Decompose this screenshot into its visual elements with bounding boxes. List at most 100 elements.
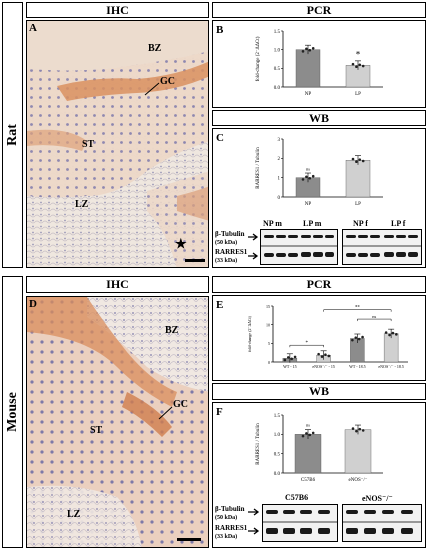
panel-label-b: B	[216, 24, 224, 36]
tubulin-label: β-Tubulin (50 kDa)	[215, 505, 245, 521]
significance-bracket	[323, 309, 392, 312]
y-tick-label: 1	[278, 176, 281, 181]
scale-bar	[185, 259, 205, 262]
y-tick-label: 0.5	[274, 67, 281, 72]
x-tick-label: eNOS⁻/⁻	[349, 478, 368, 483]
pcr-header-mouse: PCR	[212, 276, 426, 293]
label-st: ST	[90, 425, 103, 436]
data-point	[286, 356, 290, 359]
data-point	[351, 62, 355, 66]
data-point	[293, 355, 297, 359]
data-point	[355, 65, 358, 69]
y-tick-label: 1.5	[274, 30, 281, 35]
bar	[294, 434, 322, 474]
data-point	[361, 429, 365, 432]
blot-group-c57b6: C57B6	[285, 493, 309, 502]
data-point	[305, 175, 308, 179]
data-point	[301, 50, 305, 53]
data-point	[361, 159, 365, 163]
panel-label-f: F	[216, 406, 223, 418]
bar	[295, 49, 321, 88]
wb-header-rat: WB	[212, 110, 426, 126]
mouse-blot-enos	[342, 504, 422, 542]
blot-group-np-m: NP m	[263, 219, 282, 228]
blot-arrows	[248, 233, 259, 260]
y-axis-label: fold-change (2⁻ΔΔCt)	[247, 315, 252, 351]
gc-arrow	[144, 82, 160, 96]
significance-marker: ns	[372, 314, 376, 319]
significance-marker: ns	[306, 422, 310, 427]
data-point	[355, 429, 358, 433]
data-point	[391, 331, 395, 335]
significance-bracket	[289, 344, 324, 348]
label-bz: BZ	[148, 43, 162, 54]
data-point	[320, 355, 324, 358]
y-tick-label: 10	[266, 322, 270, 327]
panel-label-e: E	[216, 299, 224, 311]
y-tick-label: 0.5	[274, 452, 281, 457]
rarres1-label: RARRES1 (33 kDa)	[215, 248, 248, 264]
chart-f: 0.0 0.5 1.0 1.5 RARRES1 / Tubulin C57B6 eNOS⁻/…	[256, 414, 383, 483]
data-point	[384, 331, 388, 334]
data-point	[358, 427, 362, 431]
label-lz: LZ	[75, 199, 89, 210]
data-point	[395, 333, 398, 336]
data-point	[311, 46, 315, 50]
y-axis-label: RARRES1 / Tubulin	[256, 147, 261, 189]
significance-marker: **	[355, 306, 361, 311]
data-point	[354, 336, 358, 339]
blot-group-lp-f: LP f	[391, 219, 406, 228]
data-point	[357, 337, 361, 341]
label-lz: LZ	[67, 509, 81, 520]
mouse-section-label: Mouse	[2, 276, 23, 548]
x-tick-label: NP	[305, 92, 312, 97]
rat-blot-females	[342, 229, 422, 265]
data-point	[290, 357, 293, 361]
data-point	[351, 157, 355, 161]
y-axis-label: RARRES1 / Tubulin	[256, 423, 261, 465]
y-tick-label: 1.0	[274, 433, 281, 438]
data-point	[317, 352, 320, 356]
bar	[344, 429, 372, 474]
y-tick-label: 0	[268, 360, 270, 365]
data-point	[308, 433, 312, 437]
blot-arrows	[248, 508, 260, 535]
data-point	[311, 431, 315, 435]
data-point	[324, 353, 327, 357]
blot-group-enos: eNOS⁻/⁻	[362, 494, 393, 503]
rarres1-label: RARRES1 (33 kDa)	[215, 524, 248, 540]
x-tick-label: WT - 15	[283, 364, 296, 369]
data-point	[327, 354, 331, 358]
wb-header-mouse: WB	[212, 383, 426, 400]
y-tick-label: 1.5	[274, 414, 281, 419]
x-tick-label: LP	[355, 202, 361, 207]
y-tick-label: 0.0	[274, 86, 281, 91]
panel-label-a: A	[29, 22, 37, 34]
tubulin-label: β-Tubulin (50 kDa)	[215, 230, 245, 246]
mouse-ihc-micrograph: BZ GC ST LZ	[26, 296, 209, 548]
y-axis-label: fold-change (2⁻ΔΔCt)	[256, 36, 261, 81]
x-tick-label: WT - 18.5	[349, 364, 365, 369]
data-point	[305, 47, 308, 51]
x-tick-label: NP	[305, 202, 312, 207]
y-tick-label: 15	[266, 304, 270, 309]
panel-e	[212, 295, 426, 381]
significance-marker: ns	[306, 167, 310, 172]
ihc-header-rat: IHC	[26, 2, 209, 18]
label-bz: BZ	[165, 325, 179, 336]
label-st: ST	[82, 139, 95, 150]
label-gc: GC	[173, 399, 188, 410]
y-tick-label: 0.0	[274, 472, 281, 477]
panel-label-d: D	[29, 298, 37, 310]
data-point	[301, 178, 305, 181]
chart-e: 0 5 10 15 fold-change (2⁻ΔΔCt) WT - 15 eNOS⁻/⁻…	[247, 304, 408, 369]
rat-section-label: Rat	[2, 2, 23, 268]
label-gc: GC	[160, 76, 175, 87]
significance-marker: *	[356, 49, 361, 59]
y-tick-label: 5	[268, 341, 270, 346]
rat-blot-males	[260, 229, 338, 265]
panel-b	[212, 20, 426, 108]
rat-ihc-micrograph: BZ GC ST LZ ★	[26, 20, 209, 268]
scale-bar	[177, 538, 201, 541]
y-tick-label: 0	[278, 196, 281, 201]
